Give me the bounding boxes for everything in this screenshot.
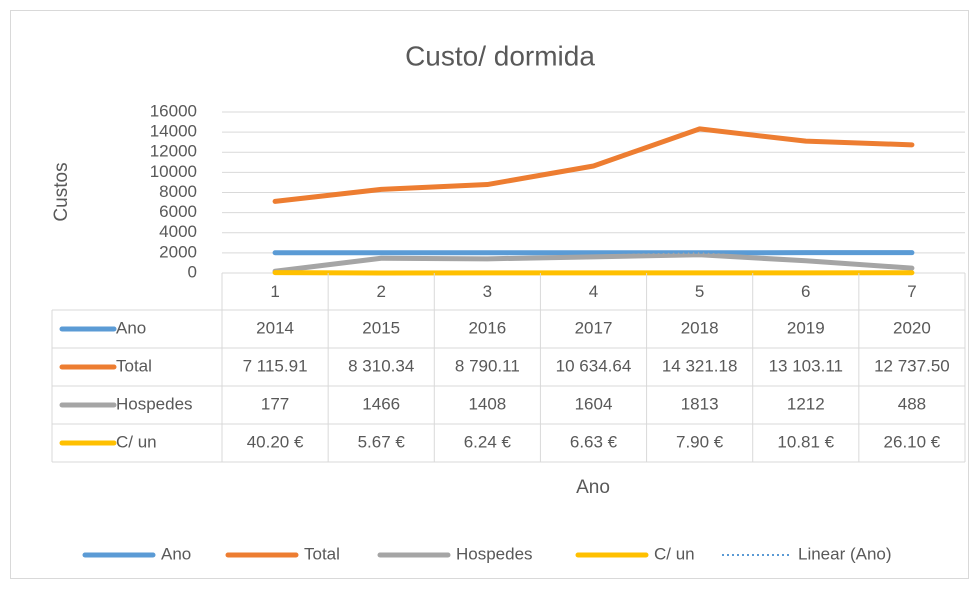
table-value: 6.63 € — [570, 432, 618, 451]
table-value: 14 321.18 — [662, 356, 738, 375]
table-value: 488 — [898, 394, 926, 413]
table-value: 1813 — [681, 394, 719, 413]
x-tick-label: 7 — [907, 282, 916, 301]
table-value: 2019 — [787, 318, 825, 337]
table-value: 13 103.11 — [769, 356, 843, 375]
x-tick-label: 2 — [376, 282, 385, 301]
table-value: 40.20 € — [247, 432, 304, 451]
y-tick-label: 4000 — [159, 222, 197, 241]
y-tick-label: 14000 — [150, 122, 197, 141]
table-value: 2018 — [681, 318, 719, 337]
x-axis-title: Ano — [576, 477, 610, 498]
table-value: 1408 — [468, 394, 506, 413]
chart-title: Custo/ dormida — [405, 40, 595, 71]
legend-label: Ano — [161, 544, 191, 563]
y-axis-title: Custos — [51, 162, 72, 221]
y-tick-label: 2000 — [159, 242, 197, 261]
table-value: 177 — [261, 394, 289, 413]
legend-label: Linear (Ano) — [798, 544, 892, 563]
table-row-label: C/ un — [116, 432, 157, 451]
y-tick-label: 6000 — [159, 202, 197, 221]
table-value: 2017 — [575, 318, 613, 337]
table-value: 5.67 € — [358, 432, 406, 451]
y-tick-label: 8000 — [159, 182, 197, 201]
x-tick-label: 3 — [483, 282, 492, 301]
y-tick-label: 12000 — [150, 142, 197, 161]
table-value: 7.90 € — [676, 432, 724, 451]
table-value: 2015 — [362, 318, 400, 337]
table-value: 8 310.34 — [348, 356, 414, 375]
table-row-label: Hospedes — [116, 394, 193, 413]
legend-label: C/ un — [654, 544, 695, 563]
table-value: 10 634.64 — [556, 356, 632, 375]
table-value: 7 115.91 — [243, 356, 308, 375]
table-value: 10.81 € — [777, 432, 834, 451]
y-tick-label: 0 — [188, 262, 197, 281]
table-value: 1466 — [362, 394, 400, 413]
table-value: 1604 — [575, 394, 613, 413]
table-value: 2016 — [468, 318, 506, 337]
table-value: 26.10 € — [884, 432, 941, 451]
x-tick-label: 4 — [589, 282, 598, 301]
table-row-label: Total — [116, 356, 152, 375]
table-row-label: Ano — [116, 318, 146, 337]
table-value: 2014 — [256, 318, 294, 337]
table-value: 8 790.11 — [455, 356, 520, 375]
x-tick-label: 6 — [801, 282, 810, 301]
table-value: 12 737.50 — [874, 356, 950, 375]
x-tick-label: 5 — [695, 282, 704, 301]
x-tick-label: 1 — [270, 282, 279, 301]
table-value: 6.24 € — [464, 432, 512, 451]
y-tick-label: 10000 — [150, 162, 197, 181]
table-value: 1212 — [787, 394, 825, 413]
legend-label: Total — [304, 544, 340, 563]
y-tick-label: 16000 — [150, 101, 197, 120]
table-value: 2020 — [893, 318, 931, 337]
legend-label: Hospedes — [456, 544, 533, 563]
